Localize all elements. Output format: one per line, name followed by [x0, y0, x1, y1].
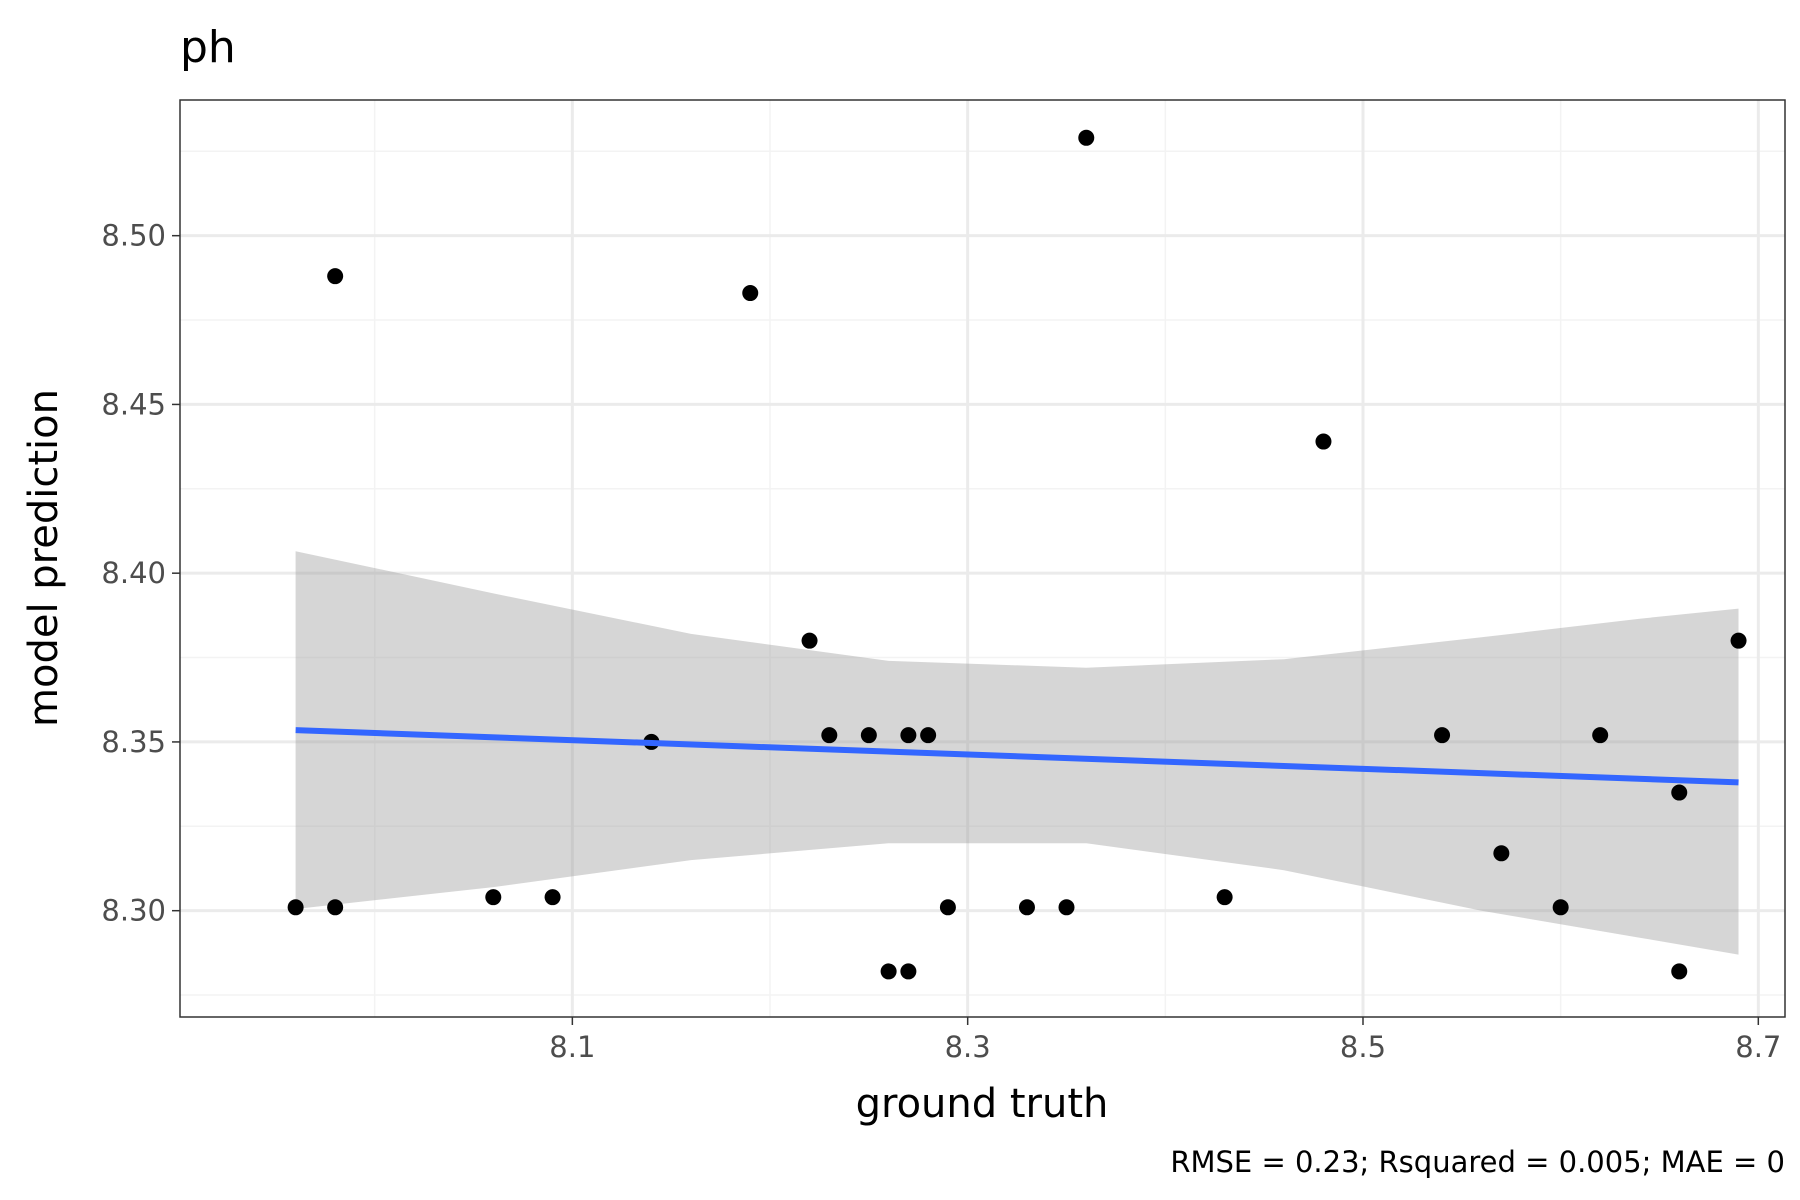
data-point — [1018, 899, 1035, 916]
data-point — [801, 632, 818, 649]
data-point — [860, 727, 877, 744]
data-point — [1730, 632, 1747, 649]
data-point — [742, 285, 759, 302]
confidence-band — [295, 551, 1739, 955]
chart-title: ph — [180, 22, 236, 73]
data-point — [900, 727, 917, 744]
data-point — [327, 899, 344, 916]
data-point — [485, 889, 502, 906]
fit-line — [295, 727, 1739, 786]
metrics-caption: RMSE = 0.23; Rsquared = 0.005; MAE = 0 — [1170, 1145, 1785, 1179]
confidence-band-layer — [295, 551, 1739, 955]
y-axis-label: model prediction — [21, 389, 67, 727]
x-tick-label: 8.3 — [945, 1030, 991, 1064]
y-tick-label: 8.35 — [101, 725, 166, 759]
data-point — [900, 963, 917, 980]
fit-line-layer — [295, 727, 1739, 786]
data-point — [1671, 784, 1688, 801]
data-point — [327, 268, 344, 285]
data-point — [1434, 727, 1451, 744]
y-tick-label: 8.45 — [101, 387, 166, 421]
data-point — [544, 889, 561, 906]
x-tick-label: 8.5 — [1340, 1030, 1386, 1064]
data-point — [821, 727, 838, 744]
data-point — [1671, 963, 1688, 980]
y-tick-label: 8.30 — [101, 894, 166, 928]
data-point — [939, 899, 956, 916]
x-axis-label: ground truth — [856, 1081, 1109, 1127]
data-point — [1216, 889, 1233, 906]
data-point — [1592, 727, 1609, 744]
x-tick-label: 8.1 — [549, 1030, 595, 1064]
panel-border — [179, 99, 1786, 1018]
x-tick-label: 8.7 — [1735, 1030, 1781, 1064]
data-point — [920, 727, 937, 744]
x-axis: 8.1 8.3 8.5 8.7 — [549, 1017, 1781, 1064]
y-tick-label: 8.40 — [101, 556, 166, 590]
major-gridlines — [180, 100, 1785, 1017]
data-point — [1058, 899, 1075, 916]
data-point — [1315, 433, 1332, 450]
data-point — [287, 899, 304, 916]
y-tick-label: 8.50 — [101, 219, 166, 253]
y-axis: 8.30 8.35 8.40 8.45 8.50 — [101, 219, 180, 928]
data-point — [880, 963, 897, 980]
minor-gridlines — [180, 100, 1785, 1017]
data-points-layer — [287, 129, 1747, 980]
data-point — [1493, 845, 1510, 862]
data-point — [1078, 129, 1095, 146]
data-point — [1552, 899, 1569, 916]
